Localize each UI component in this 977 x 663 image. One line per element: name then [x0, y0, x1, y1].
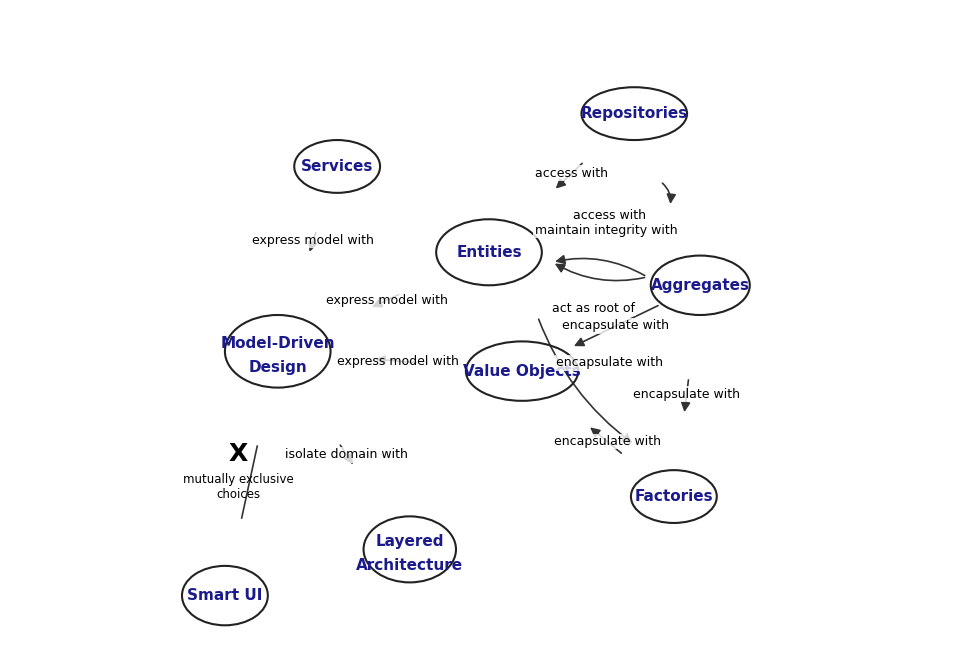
Text: maintain integrity with: maintain integrity with	[534, 224, 676, 237]
Text: express model with: express model with	[252, 234, 374, 247]
Text: express model with: express model with	[325, 294, 447, 306]
FancyArrowPatch shape	[556, 256, 644, 276]
Text: Model-Driven: Model-Driven	[220, 336, 335, 351]
Text: Entities: Entities	[455, 245, 522, 260]
Text: Repositories: Repositories	[580, 106, 687, 121]
Text: access with: access with	[573, 209, 646, 222]
Text: isolate domain with: isolate domain with	[285, 448, 407, 461]
Text: encapsulate with: encapsulate with	[562, 320, 669, 332]
Text: Design: Design	[248, 360, 307, 375]
Text: encapsulate with: encapsulate with	[553, 435, 660, 448]
FancyArrowPatch shape	[661, 183, 674, 202]
Text: Services: Services	[301, 159, 373, 174]
Text: X: X	[229, 442, 247, 465]
FancyArrowPatch shape	[556, 265, 644, 280]
Text: Architecture: Architecture	[356, 558, 463, 573]
Text: act as root of: act as root of	[552, 302, 634, 315]
Text: Factories: Factories	[634, 489, 712, 504]
Text: Layered: Layered	[375, 534, 444, 549]
Text: Smart UI: Smart UI	[187, 588, 263, 603]
Text: encapsulate with: encapsulate with	[556, 356, 662, 369]
Text: Aggregates: Aggregates	[650, 278, 749, 293]
Text: mutually exclusive
choices: mutually exclusive choices	[183, 473, 293, 501]
Text: Value Objects: Value Objects	[463, 363, 580, 379]
Text: express model with: express model with	[337, 355, 458, 367]
Text: access with: access with	[534, 166, 608, 180]
Text: encapsulate with: encapsulate with	[632, 388, 740, 400]
FancyArrowPatch shape	[538, 319, 630, 442]
